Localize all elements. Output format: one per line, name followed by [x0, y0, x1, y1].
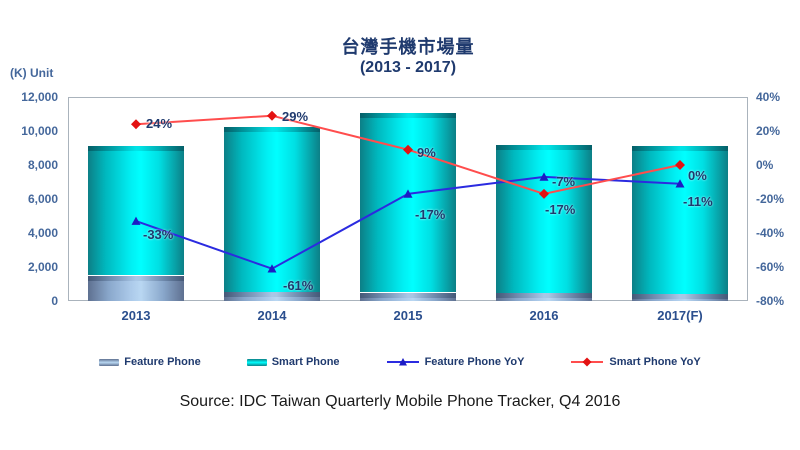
- legend-item-smart-phone: Smart Phone: [246, 356, 340, 368]
- legend-label: Feature Phone: [124, 356, 201, 368]
- bar-segment-smart-phone-2016: [496, 144, 592, 293]
- x-axis-label: 2015: [393, 308, 423, 323]
- data-label-smart-phone-yoy: 9%: [417, 144, 436, 160]
- right-axis-tick: -80%: [756, 294, 785, 308]
- left-axis-tick: 8,000: [27, 158, 58, 172]
- x-axis-label: 2017(F): [657, 308, 703, 323]
- legend-item-smart-phone-yoy: Smart Phone YoY: [570, 356, 701, 368]
- data-label-feature-phone-yoy: -11%: [683, 193, 713, 209]
- x-axis-label: 2013: [121, 308, 151, 323]
- left-axis-tick: 2,000: [27, 260, 58, 274]
- x-axis-label: 2016: [529, 308, 559, 323]
- bar-segment-feature-phone-2014: [224, 291, 320, 301]
- data-label-smart-phone-yoy: 0%: [688, 168, 707, 183]
- chart-title: 台灣手機市場量: [341, 37, 475, 57]
- legend-label: Feature Phone YoY: [424, 356, 525, 368]
- data-label-feature-phone-yoy: -17%: [415, 206, 446, 222]
- bar-segment-feature-phone-2013: [88, 275, 184, 301]
- legend-item-feature-phone: Feature Phone: [99, 356, 201, 368]
- bar-segment-smart-phone-2015: [360, 113, 456, 293]
- legend: Feature Phone Smart Phone Feature Phone Yo…: [0, 356, 800, 368]
- left-axis-tick: 4,000: [27, 226, 58, 240]
- right-axis-tick: -60%: [756, 260, 785, 274]
- chart-subtitle: (2013 - 2017): [359, 59, 457, 76]
- left-axis-tick: 10,000: [21, 124, 58, 138]
- bar-segment-feature-phone-2017(F): [632, 293, 728, 301]
- data-label-feature-phone-yoy: -33%: [143, 227, 174, 243]
- bar-feature-swatch-icon: [99, 358, 120, 366]
- line-red-swatch-icon: [571, 357, 604, 367]
- left-axis-tick: 0: [51, 294, 58, 308]
- data-label-smart-phone-yoy: 24%: [146, 116, 173, 132]
- bar-segment-feature-phone-2015: [360, 292, 456, 301]
- legend-item-feature-phone-yoy: Feature Phone YoY: [386, 356, 525, 368]
- data-label-smart-phone-yoy: 29%: [282, 108, 309, 124]
- right-axis-tick: -40%: [756, 226, 785, 240]
- data-label-feature-phone-yoy: -7%: [552, 173, 576, 189]
- left-axis-unit-label: (K) Unit: [10, 66, 54, 80]
- x-axis-label: 2014: [257, 308, 287, 323]
- bar-segment-smart-phone-2014: [224, 126, 320, 292]
- bar-segment-feature-phone-2016: [496, 292, 592, 301]
- line-blue-swatch-icon: [386, 358, 419, 366]
- data-label-smart-phone-yoy: -17%: [545, 201, 576, 217]
- right-axis-tick: 0%: [756, 158, 774, 172]
- right-axis-tick: 40%: [756, 90, 781, 104]
- right-axis-tick: -20%: [756, 192, 785, 206]
- source-caption: Source: IDC Taiwan Quarterly Mobile Phon…: [179, 393, 621, 410]
- bar-segment-smart-phone-2017(F): [632, 146, 728, 294]
- data-label-feature-phone-yoy: -61%: [283, 277, 314, 293]
- legend-label: Smart Phone YoY: [609, 356, 701, 368]
- bar-segment-smart-phone-2013: [88, 146, 184, 276]
- left-axis-tick: 6,000: [27, 192, 58, 206]
- legend-label: Smart Phone: [271, 356, 340, 368]
- right-axis-tick: 20%: [756, 124, 781, 138]
- left-axis-tick: 12,000: [21, 90, 58, 104]
- bar-smart-swatch-icon: [246, 358, 267, 366]
